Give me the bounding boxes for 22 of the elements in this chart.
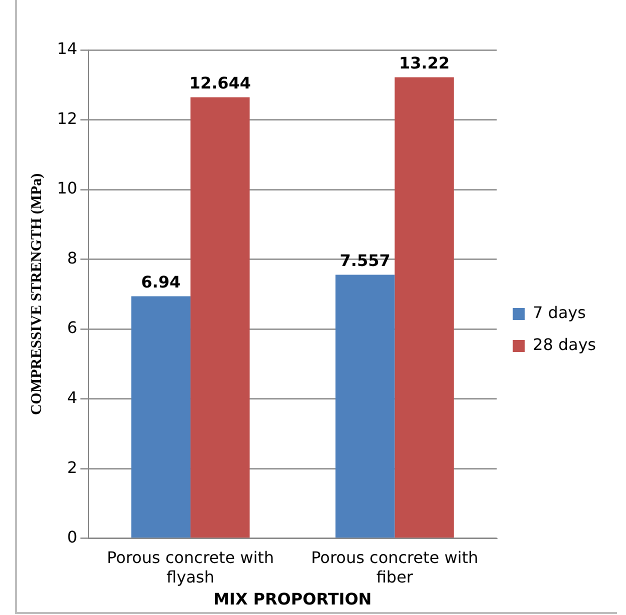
bar — [335, 274, 395, 538]
x-tick-label: Porous concrete with flyash — [106, 548, 274, 586]
x-axis-title: MIX PROPORTION — [213, 590, 372, 609]
data-label: 12.644 — [189, 73, 251, 92]
x-tick-label: Porous concrete with fiber — [311, 548, 478, 586]
y-tick-label: 4 — [67, 388, 78, 408]
y-tick-label: 2 — [67, 458, 78, 477]
y-tick-label: 8 — [67, 248, 78, 268]
y-tick-label: 0 — [67, 528, 78, 547]
bar — [394, 77, 454, 538]
y-tick-label: 12 — [57, 108, 78, 128]
data-label: 13.22 — [398, 53, 450, 72]
y-tick-label: 10 — [57, 178, 78, 198]
bar — [190, 97, 250, 538]
y-tick-label: 6 — [67, 318, 78, 338]
y-axis-title: COMPRESSIVE STRENGTH (MPa) — [28, 173, 45, 416]
bar — [131, 296, 190, 538]
data-label: 7.557 — [340, 250, 390, 270]
data-label: 6.94 — [141, 272, 181, 292]
y-tick-label: 14 — [57, 39, 78, 58]
legend-label: 7 days — [532, 303, 586, 322]
legend-label: 28 days — [532, 335, 596, 354]
